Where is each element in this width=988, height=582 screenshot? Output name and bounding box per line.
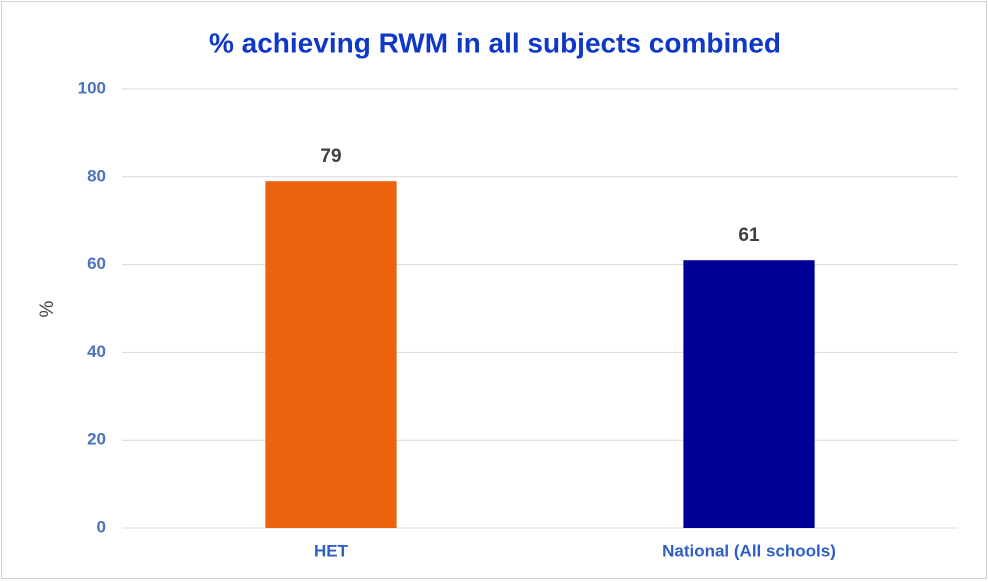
bar: [683, 260, 815, 528]
x-tick-label: HET: [314, 541, 349, 560]
y-tick-label: 0: [97, 517, 106, 536]
y-tick-label: 60: [87, 254, 106, 273]
y-tick-label: 40: [87, 342, 106, 361]
y-tick-label: 20: [87, 430, 106, 449]
x-tick-label: National (All schools): [662, 541, 836, 560]
y-axis-label: %: [37, 300, 58, 317]
y-tick-label: 80: [87, 166, 106, 185]
data-label: 61: [738, 225, 760, 246]
chart-title: % achieving RWM in all subjects combined: [209, 27, 781, 58]
bar: [265, 181, 397, 528]
y-tick-label: 100: [78, 78, 106, 97]
data-label: 79: [320, 146, 341, 167]
